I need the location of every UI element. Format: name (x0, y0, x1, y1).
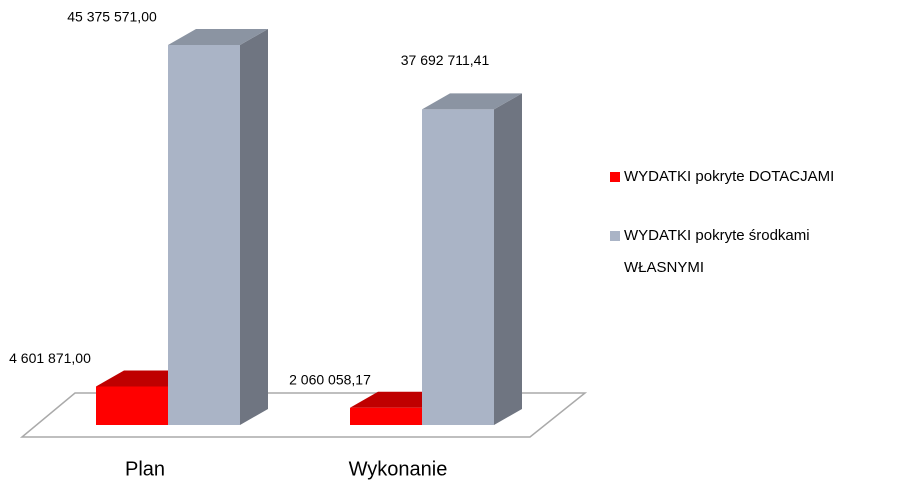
bar-front (168, 45, 240, 425)
legend-label: WYDATKI pokryte środkami WŁASNYMI (624, 227, 810, 276)
bar-side (494, 93, 522, 426)
bar-front (96, 386, 168, 425)
bar-front (350, 407, 422, 425)
bar (168, 29, 268, 425)
bar-side (240, 29, 268, 425)
bar-front (422, 109, 494, 426)
data-label: 45 375 571,00 (67, 9, 157, 25)
data-label: 2 060 058,17 (289, 371, 371, 387)
legend-label: WYDATKI pokryte DOTACJAMI (624, 168, 835, 185)
bar (422, 93, 522, 426)
x-tick-label: Wykonanie (349, 458, 448, 480)
bar-top (168, 29, 268, 45)
x-tick-label: Plan (125, 458, 165, 480)
legend-swatch (610, 172, 620, 182)
data-label: 37 692 711,41 (401, 52, 490, 68)
data-label: 4 601 871,00 (9, 350, 91, 366)
bar-top (422, 93, 522, 110)
legend-swatch (610, 231, 620, 241)
